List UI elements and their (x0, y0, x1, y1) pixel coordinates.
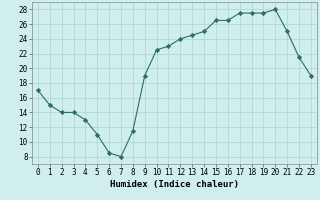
X-axis label: Humidex (Indice chaleur): Humidex (Indice chaleur) (110, 180, 239, 189)
